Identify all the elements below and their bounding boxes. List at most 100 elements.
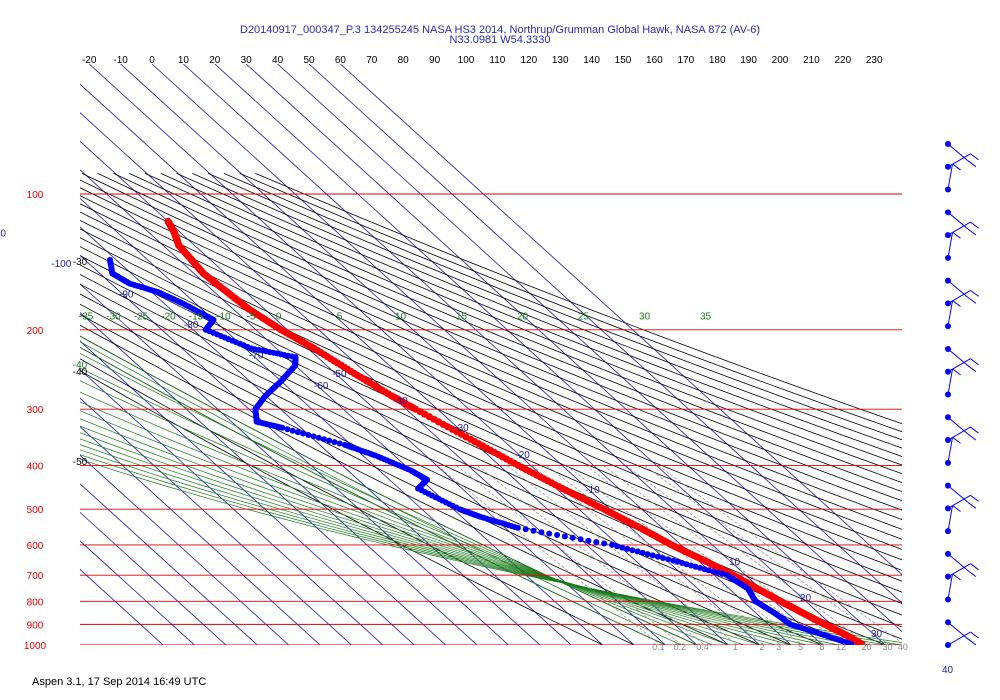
wind-barb-staff xyxy=(947,358,971,373)
top-temperature-tick: 140 xyxy=(583,55,600,66)
dry-adiabat-line xyxy=(192,173,902,457)
top-temperature-tick: 210 xyxy=(803,55,820,66)
top-temperature-tick: 160 xyxy=(646,55,663,66)
wind-barb-feather xyxy=(967,365,977,373)
isotherm-label: -60 xyxy=(314,381,329,392)
dry-adiabat-line xyxy=(97,173,902,511)
top-temperature-tick: 40 xyxy=(272,55,284,66)
wind-barb-feather xyxy=(967,228,977,236)
moist-adiabat-line xyxy=(80,341,683,645)
dewpoint-point xyxy=(569,534,576,541)
chart-title: D20140917_000347_P.3 134255245 NASA HS3 … xyxy=(240,24,760,36)
moist-adiabat-label: -10 xyxy=(216,312,231,323)
dewpoint-point xyxy=(315,434,322,441)
isotherm-line xyxy=(340,64,902,576)
isotherm-label: 30 xyxy=(871,629,883,640)
dry-adiabat-line xyxy=(80,346,667,645)
wind-barb-staff xyxy=(947,232,954,258)
wind-barb-feather xyxy=(952,300,961,307)
temperature-profile xyxy=(164,217,866,645)
dry-adiabat-line xyxy=(80,370,604,645)
wind-barb-feather xyxy=(952,573,961,581)
isotherm-line xyxy=(80,197,572,645)
dry-adiabat-line xyxy=(144,173,902,484)
mixing-ratio-label: 40 xyxy=(898,642,908,652)
dry-adiabat-line xyxy=(80,228,902,593)
wind-barb-feather xyxy=(952,163,961,171)
dewpoint-point xyxy=(609,541,615,548)
isotherm-line xyxy=(80,454,289,645)
moist-adiabat-label: 30 xyxy=(639,312,651,323)
temperature-point xyxy=(858,640,866,645)
wind-barb-staff xyxy=(947,211,969,230)
wind-barb-staff xyxy=(947,485,969,503)
moist-adiabat-label: -20 xyxy=(161,312,176,323)
isotherm-line xyxy=(80,140,635,645)
mixing-ratio-line xyxy=(531,465,765,645)
mixing-ratio-line xyxy=(602,465,845,645)
moist-adiabat-line xyxy=(80,418,809,645)
dry-adiabat-line xyxy=(80,293,824,645)
wind-barb-staff xyxy=(947,300,954,327)
dewpoint-point xyxy=(634,548,641,555)
wind-barb-staff xyxy=(947,348,969,367)
moist-adiabat-label: -25 xyxy=(134,312,149,323)
moist-adiabat-line xyxy=(80,432,841,645)
dewpoint-point xyxy=(649,552,656,559)
mixing-ratio-line xyxy=(456,465,683,645)
wind-barb-staff xyxy=(947,143,969,162)
wind-barb-feather xyxy=(967,501,977,509)
dewpoint-point xyxy=(614,543,621,550)
wind-barb-staff xyxy=(947,505,954,532)
isotherm-label: -20 xyxy=(515,450,530,461)
dewpoint-point xyxy=(665,556,672,563)
dewpoint-point xyxy=(530,527,537,534)
mixing-ratio-line xyxy=(657,465,902,644)
top-temperature-tick: 180 xyxy=(709,55,726,66)
moist-adiabat-line xyxy=(80,425,825,645)
wind-barbs xyxy=(945,141,979,648)
top-temperature-tick: 200 xyxy=(772,55,789,66)
isotherm-line xyxy=(80,312,446,645)
dry-adiabat-line xyxy=(80,314,761,645)
moist-adiabat-line xyxy=(80,335,698,645)
wind-barb-feather xyxy=(967,296,977,304)
top-temperature-tick: 60 xyxy=(335,55,347,66)
dewpoint-point xyxy=(679,560,686,566)
top-temperature-tick: 170 xyxy=(677,55,694,66)
chart-location: N33.0981 W54.3330 xyxy=(449,34,551,46)
mixing-ratio-label: 0.1 xyxy=(652,642,665,652)
moist-adiabat-label: -15 xyxy=(189,312,204,323)
top-temperature-tick: 80 xyxy=(398,55,410,66)
dry-adiabat-line xyxy=(80,255,902,628)
moist-adiabat-label: 35 xyxy=(700,312,712,323)
moist-adiabat-line xyxy=(80,380,746,645)
dewpoint-point xyxy=(705,567,712,574)
dry-adiabat-line xyxy=(80,246,902,616)
moist-adiabat-label: 15 xyxy=(456,312,468,323)
wind-barb-staff xyxy=(947,573,954,600)
moist-adiabat-line xyxy=(80,410,793,645)
top-temperature-tick: 100 xyxy=(458,55,475,66)
moist-adiabat-label: -30 xyxy=(106,312,121,323)
isotherm-line xyxy=(80,226,541,645)
mixing-ratio-line xyxy=(506,465,738,645)
dry-adiabat-line xyxy=(80,264,902,640)
dewpoint-point xyxy=(336,440,343,447)
moist-adiabat-label: 20 xyxy=(517,312,529,323)
dewpoint-point xyxy=(522,526,529,533)
moist-adiabat-line xyxy=(80,401,777,645)
mixing-ratio-label: 3 xyxy=(776,642,781,652)
dewpoint-point xyxy=(300,430,307,437)
wind-barb-staff xyxy=(947,494,971,509)
dewpoint-point xyxy=(601,540,608,547)
moist-adiabat-label: 5 xyxy=(337,312,343,323)
wind-barb-staff xyxy=(947,426,971,441)
chart-header: D20140917_000347_P.3 134255245 NASA HS3 … xyxy=(0,0,1000,46)
top-temperature-tick: 130 xyxy=(552,55,569,66)
top-temperature-tick: 0 xyxy=(149,55,155,66)
isotherm-label: -10 xyxy=(585,485,600,496)
dewpoint-point xyxy=(619,544,626,551)
dewpoint-point xyxy=(692,563,699,570)
dewpoint-point xyxy=(660,555,666,561)
